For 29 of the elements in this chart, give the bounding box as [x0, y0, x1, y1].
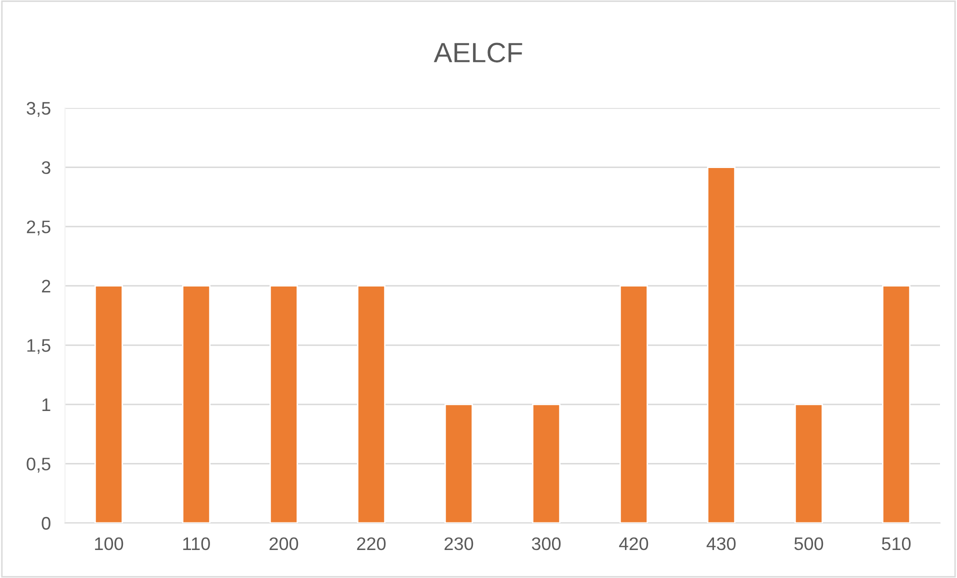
bar	[444, 404, 474, 523]
x-tick-label: 200	[270, 537, 298, 550]
bar	[532, 404, 561, 523]
x-tick-label: 430	[706, 537, 736, 550]
bar	[182, 285, 211, 523]
chart-title: AELCF	[434, 42, 522, 62]
y-tick-label: 0	[42, 516, 50, 530]
y-tick-label: 1	[42, 398, 50, 411]
x-tick-label: 420	[619, 537, 648, 550]
y-tick-label: 3	[42, 161, 50, 174]
y-tick-label: 2,5	[26, 220, 50, 236]
y-tick-label: 2	[42, 280, 50, 292]
x-tick-label: 220	[357, 537, 386, 550]
x-tick-label: 500	[794, 537, 824, 550]
bar	[794, 404, 824, 523]
x-tick-label: 510	[882, 537, 911, 550]
bar	[356, 285, 386, 523]
y-tick-label: 3,5	[26, 102, 50, 117]
x-tick-label: 300	[532, 537, 561, 550]
x-tick-label: 100	[95, 537, 124, 550]
bar	[269, 285, 298, 523]
y-tick-label: 1,5	[27, 339, 50, 354]
bar	[882, 285, 911, 523]
x-tick-label: 230	[444, 537, 474, 550]
x-tick-label: 110	[183, 537, 210, 550]
y-tick-label: 0,5	[26, 458, 50, 473]
bar	[619, 285, 648, 523]
bar	[94, 285, 124, 523]
bar	[706, 166, 736, 523]
